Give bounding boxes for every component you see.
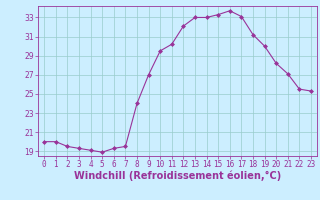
X-axis label: Windchill (Refroidissement éolien,°C): Windchill (Refroidissement éolien,°C) [74, 171, 281, 181]
